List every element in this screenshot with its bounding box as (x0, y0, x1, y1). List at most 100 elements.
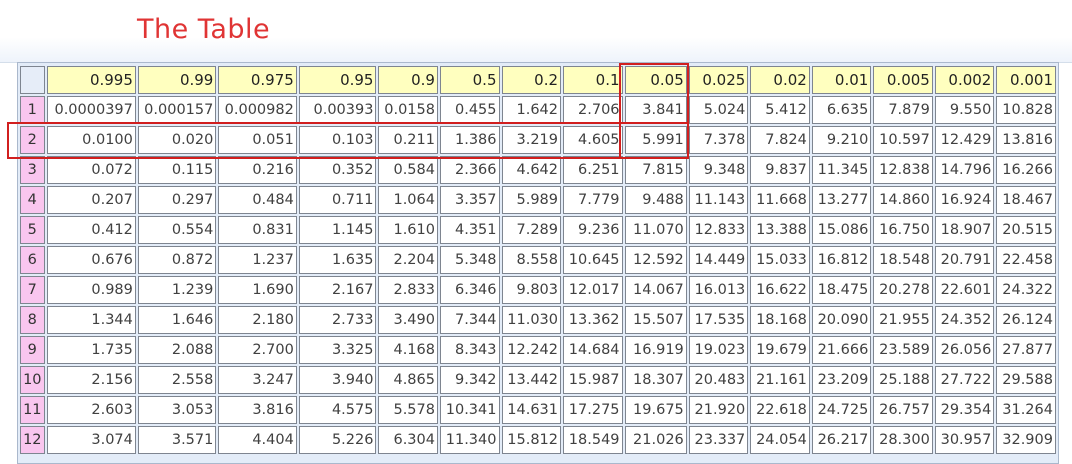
column-header: 0.02 (750, 66, 810, 94)
table-cell: 1.064 (378, 186, 438, 214)
table-container: 0.995 0.99 0.975 0.95 0.9 0.5 0.2 0.1 0.05 0.025 0… (17, 62, 1059, 464)
table-cell: 4.351 (439, 216, 500, 244)
table-cell: 14.631 (501, 396, 562, 424)
table-cell: 3.816 (218, 396, 297, 424)
table-cell: 23.337 (688, 426, 749, 454)
table-cell: 2.833 (378, 276, 438, 304)
table-cell: 1.145 (298, 216, 377, 244)
table-cell: 4.575 (298, 396, 377, 424)
table-cell: 3.247 (218, 366, 297, 394)
table-cell: 16.919 (624, 336, 687, 364)
table-cell: 13.442 (501, 366, 562, 394)
table-cell: 9.342 (439, 366, 500, 394)
table-cell: 5.991 (624, 126, 687, 154)
table-cell: 21.920 (688, 396, 749, 424)
table-cell: 12.242 (501, 336, 562, 364)
column-header: 0.01 (811, 66, 872, 94)
table-cell: 18.467 (996, 186, 1056, 214)
table-cell: 6.635 (811, 96, 872, 124)
table-cell: 11.345 (811, 156, 872, 184)
table-cell: 28.300 (873, 426, 933, 454)
table-cell: 2.156 (46, 366, 136, 394)
table-cell: 20.483 (688, 366, 749, 394)
table-cell: 10.828 (996, 96, 1056, 124)
table-cell: 16.266 (996, 156, 1056, 184)
table-cell: 4.605 (563, 126, 623, 154)
table-cell: 16.924 (934, 186, 995, 214)
table-cell: 5.412 (750, 96, 810, 124)
column-header: 0.5 (439, 66, 500, 94)
table-cell: 21.026 (624, 426, 687, 454)
table-cell: 5.348 (439, 246, 500, 274)
header-row: 0.995 0.99 0.975 0.95 0.9 0.5 0.2 0.1 0.05 0.025 0… (20, 66, 1056, 94)
table-cell: 0.484 (218, 186, 297, 214)
table-cell: 9.348 (688, 156, 749, 184)
row-header: 3 (20, 156, 45, 184)
table-cell: 2.167 (298, 276, 377, 304)
table-row: 3 0.072 0.115 0.216 0.352 0.584 2.366 4.642 6.25… (20, 156, 1056, 184)
table-cell: 3.940 (298, 366, 377, 394)
table-cell: 18.548 (873, 246, 933, 274)
table-row: 8 1.344 1.646 2.180 2.733 3.490 7.344 11.030 13.… (20, 306, 1056, 334)
table-cell: 16.812 (811, 246, 872, 274)
table-cell: 17.275 (563, 396, 623, 424)
table-cell: 29.354 (934, 396, 995, 424)
table-cell: 0.0158 (378, 96, 438, 124)
table-cell: 14.684 (563, 336, 623, 364)
table-cell: 9.236 (563, 216, 623, 244)
table-cell: 3.841 (624, 96, 687, 124)
table-cell: 32.909 (996, 426, 1056, 454)
table-cell: 6.251 (563, 156, 623, 184)
table-cell: 3.571 (137, 426, 217, 454)
table-cell: 17.535 (688, 306, 749, 334)
table-cell: 11.668 (750, 186, 810, 214)
table-cell: 4.168 (378, 336, 438, 364)
table-cell: 0.831 (218, 216, 297, 244)
table-cell: 0.297 (137, 186, 217, 214)
table-cell: 8.558 (501, 246, 562, 274)
table-cell: 1.386 (439, 126, 500, 154)
table-cell: 0.989 (46, 276, 136, 304)
table-cell: 20.278 (873, 276, 933, 304)
table-cell: 0.412 (46, 216, 136, 244)
table-cell: 25.188 (873, 366, 933, 394)
table-cell: 26.757 (873, 396, 933, 424)
table-cell: 20.515 (996, 216, 1056, 244)
column-header: 0.99 (137, 66, 217, 94)
table-cell: 2.204 (378, 246, 438, 274)
column-header: 0.001 (996, 66, 1056, 94)
row-header: 9 (20, 336, 45, 364)
table-cell: 0.072 (46, 156, 136, 184)
table-row: 7 0.989 1.239 1.690 2.167 2.833 6.346 9.803 12.0… (20, 276, 1056, 304)
table-cell: 23.209 (811, 366, 872, 394)
table-cell: 10.597 (873, 126, 933, 154)
table-cell: 1.646 (137, 306, 217, 334)
table-cell: 9.550 (934, 96, 995, 124)
table-cell: 7.378 (688, 126, 749, 154)
table-cell: 20.090 (811, 306, 872, 334)
table-cell: 15.086 (811, 216, 872, 244)
table-cell: 3.325 (298, 336, 377, 364)
table-cell: 3.219 (501, 126, 562, 154)
table-cell: 2.088 (137, 336, 217, 364)
table-cell: 12.592 (624, 246, 687, 274)
table-cell: 3.053 (137, 396, 217, 424)
table-cell: 12.429 (934, 126, 995, 154)
table-cell: 12.017 (563, 276, 623, 304)
table-cell: 10.341 (439, 396, 500, 424)
table-cell: 21.666 (811, 336, 872, 364)
table-cell: 2.706 (563, 96, 623, 124)
table-cell: 18.475 (811, 276, 872, 304)
table-cell: 13.277 (811, 186, 872, 214)
table-cell: 24.352 (934, 306, 995, 334)
table-cell: 14.449 (688, 246, 749, 274)
table-cell: 6.346 (439, 276, 500, 304)
table-cell: 1.690 (218, 276, 297, 304)
table-cell: 1.642 (501, 96, 562, 124)
table-cell: 13.362 (563, 306, 623, 334)
table-cell: 0.207 (46, 186, 136, 214)
table-cell: 13.816 (996, 126, 1056, 154)
table-cell: 1.735 (46, 336, 136, 364)
row-header: 5 (20, 216, 45, 244)
table-cell: 16.013 (688, 276, 749, 304)
